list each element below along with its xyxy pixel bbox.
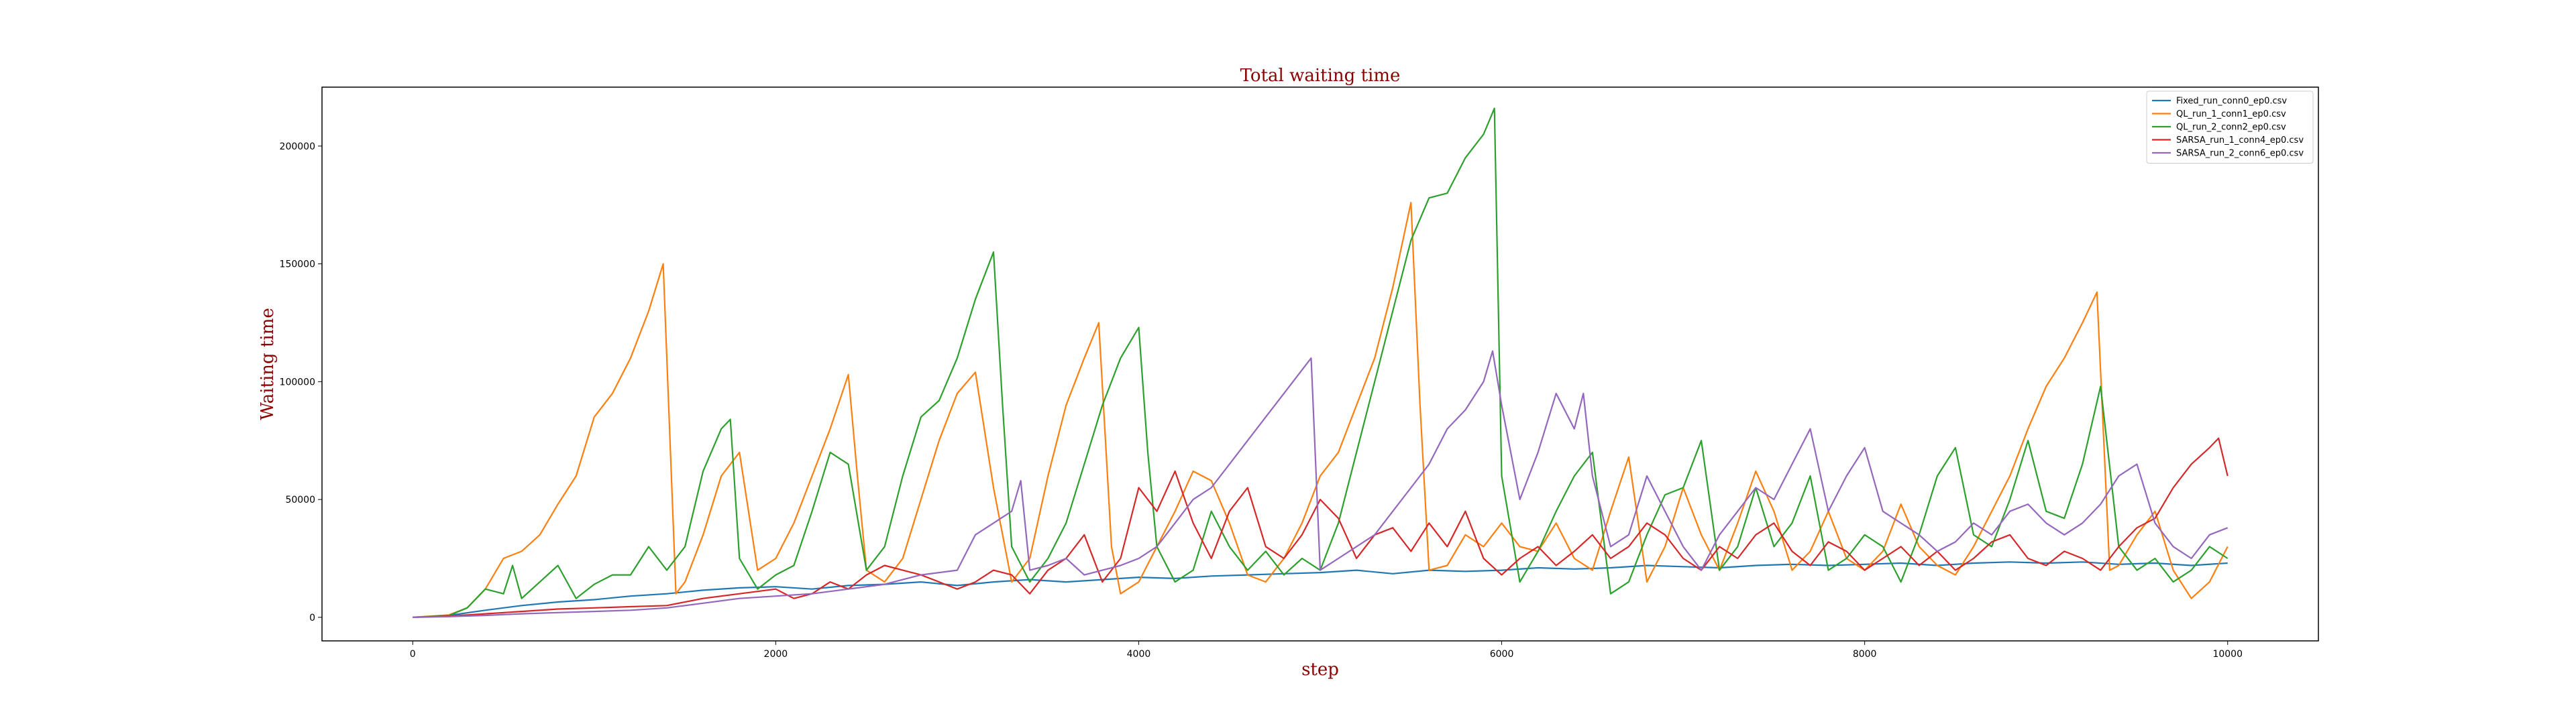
y-tick-label: 50000 [285, 495, 315, 505]
y-tick-label: 150000 [280, 259, 315, 270]
y-axis-label: Waiting time [258, 308, 278, 420]
y-axis-ticks: 0 50000 100000 150000 200000 [280, 141, 322, 623]
legend-label: QL_run_1_conn1_ep0.csv [2176, 109, 2286, 119]
series-layer [413, 107, 2229, 618]
series-line-0 [413, 561, 2228, 618]
x-tick-label: 2000 [764, 649, 788, 660]
series-line-2 [413, 107, 2229, 618]
y-tick-label: 100000 [280, 377, 315, 387]
x-tick-label: 0 [410, 649, 416, 660]
legend-box [2146, 90, 2314, 164]
y-tick-label: 200000 [280, 141, 315, 152]
series-line-4 [413, 350, 2229, 618]
series-line-1 [413, 202, 2229, 618]
x-tick-label: 6000 [1490, 649, 1514, 660]
x-axis-label: step [1301, 660, 1339, 680]
x-tick-label: 8000 [1853, 649, 1877, 660]
legend-label: SARSA_run_1_conn4_ep0.csv [2176, 135, 2304, 145]
plot-frame [321, 86, 2319, 642]
legend-label: Fixed_run_conn0_ep0.csv [2176, 97, 2287, 107]
series-line-3 [413, 437, 2229, 618]
legend: Fixed_run_conn0_ep0.csv QL_run_1_conn1_ep… [2146, 90, 2314, 164]
x-tick-label: 10000 [2212, 649, 2243, 660]
y-tick-label: 0 [309, 613, 315, 623]
legend-label: SARSA_run_2_conn6_ep0.csv [2176, 149, 2304, 159]
x-axis-ticks: 0 2000 4000 6000 8000 10000 [410, 641, 2243, 660]
chart-title: Total waiting time [1240, 66, 1401, 86]
legend-label: QL_run_2_conn2_ep0.csv [2176, 123, 2286, 133]
x-tick-label: 4000 [1127, 649, 1151, 660]
